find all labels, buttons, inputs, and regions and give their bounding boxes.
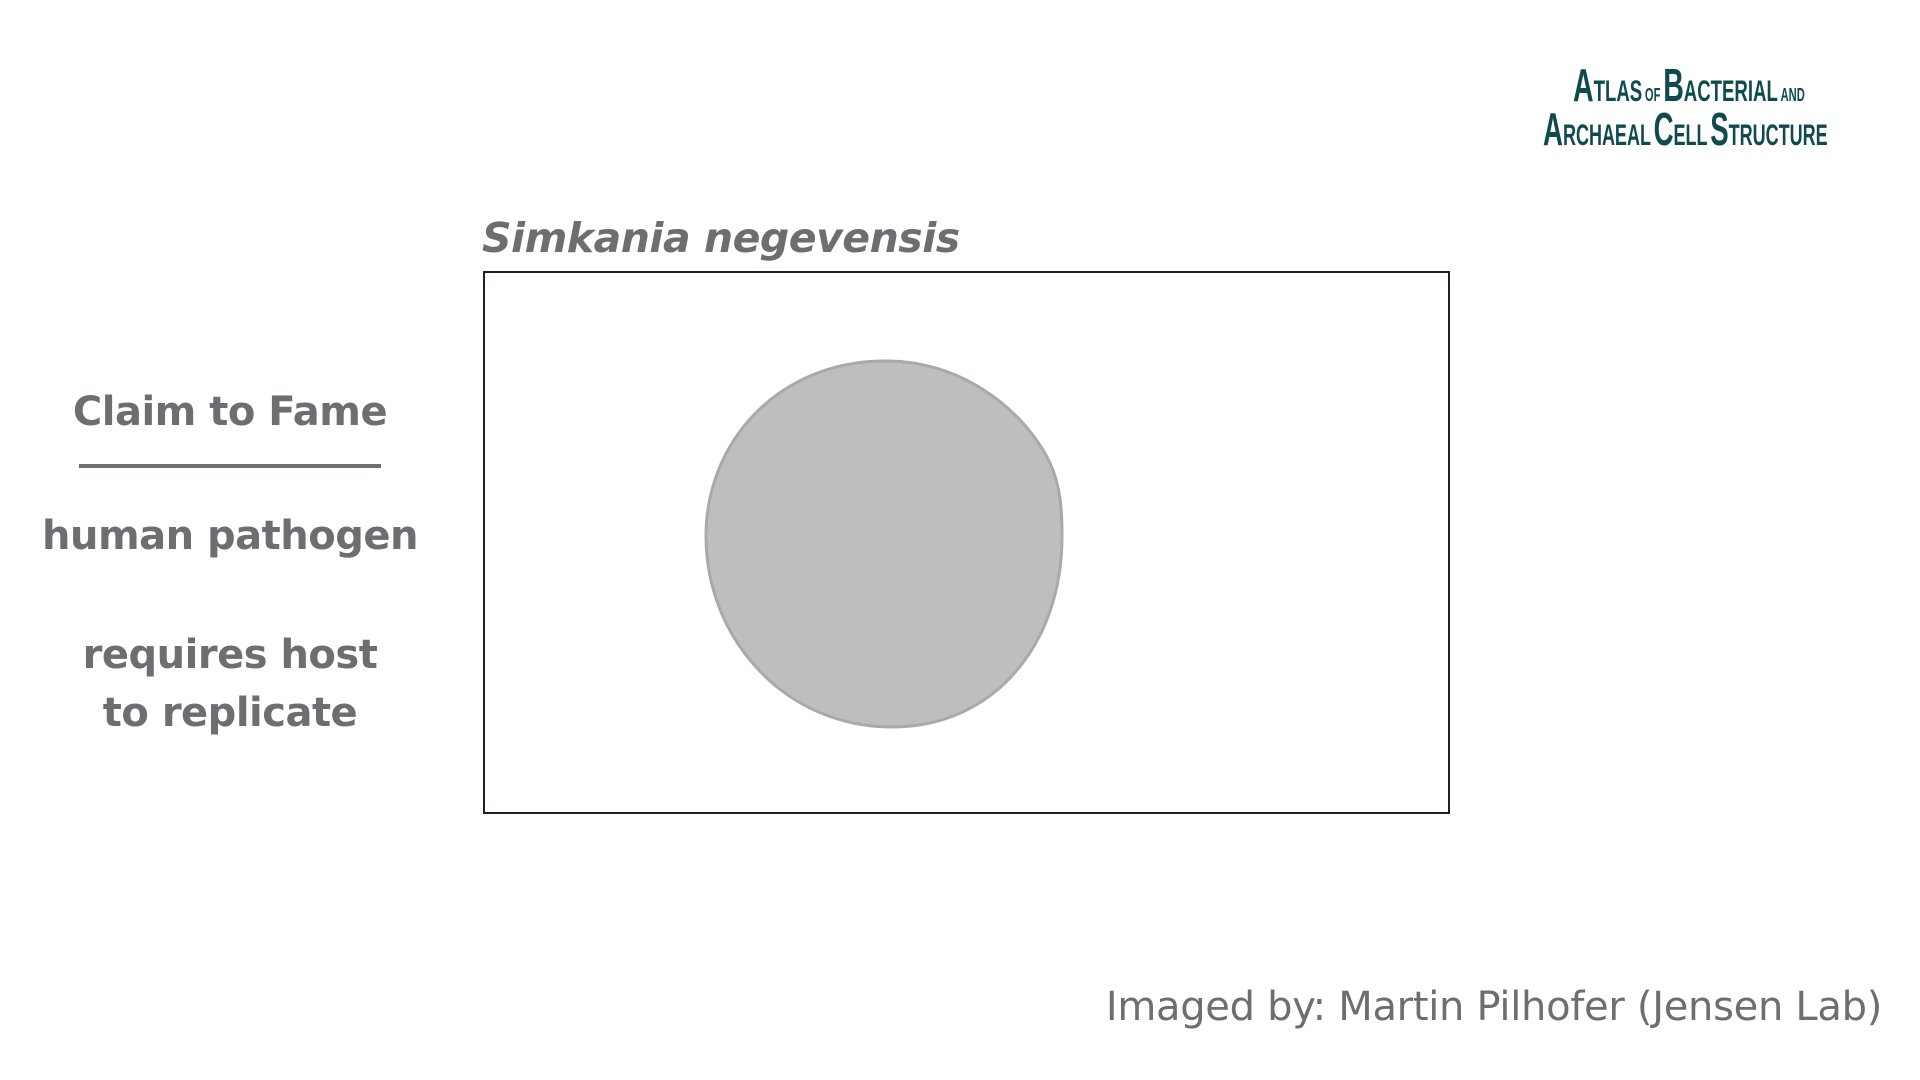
logo-word: ELL bbox=[1673, 119, 1708, 152]
logo-line-2: ARCHAEAL CELL STRUCTURE bbox=[1543, 106, 1828, 152]
logo-word: RCHAEAL bbox=[1562, 119, 1651, 152]
claim-fact-host-line-2: to replicate bbox=[102, 690, 358, 736]
logo-letter: A bbox=[1543, 103, 1563, 155]
logo-word: TLAS bbox=[1593, 75, 1643, 108]
claim-fact-host: requires host to replicate bbox=[30, 626, 430, 742]
logo-letter: B bbox=[1663, 59, 1684, 111]
logo-word: ACTERIAL bbox=[1683, 75, 1778, 108]
logo-line-1: ATLAS OF BACTERIAL AND bbox=[1573, 62, 1805, 108]
claim-heading: Claim to Fame bbox=[72, 389, 388, 435]
cell-illustration bbox=[704, 359, 1064, 729]
atlas-logo: ATLAS OF BACTERIAL AND ARCHAEAL CELL STR… bbox=[1543, 62, 1883, 154]
logo-letter: S bbox=[1710, 103, 1729, 155]
logo-letter: A bbox=[1573, 59, 1594, 111]
logo-word: AND bbox=[1780, 85, 1805, 105]
logo-word: OF bbox=[1644, 85, 1661, 105]
image-frame bbox=[483, 271, 1450, 814]
logo-word: TRUCTURE bbox=[1728, 119, 1828, 152]
claim-fact-host-line-1: requires host bbox=[82, 632, 378, 678]
claim-to-fame-panel: Claim to Fame human pathogen requires ho… bbox=[30, 392, 430, 742]
image-credit: Imaged by: Martin Pilhofer (Jensen Lab) bbox=[1105, 984, 1882, 1030]
logo-letter: C bbox=[1653, 103, 1674, 155]
claim-divider bbox=[79, 464, 381, 468]
species-title: Simkania negevensis bbox=[482, 214, 960, 262]
cell-shape bbox=[704, 359, 1064, 729]
claim-fact-pathogen: human pathogen bbox=[42, 513, 418, 559]
